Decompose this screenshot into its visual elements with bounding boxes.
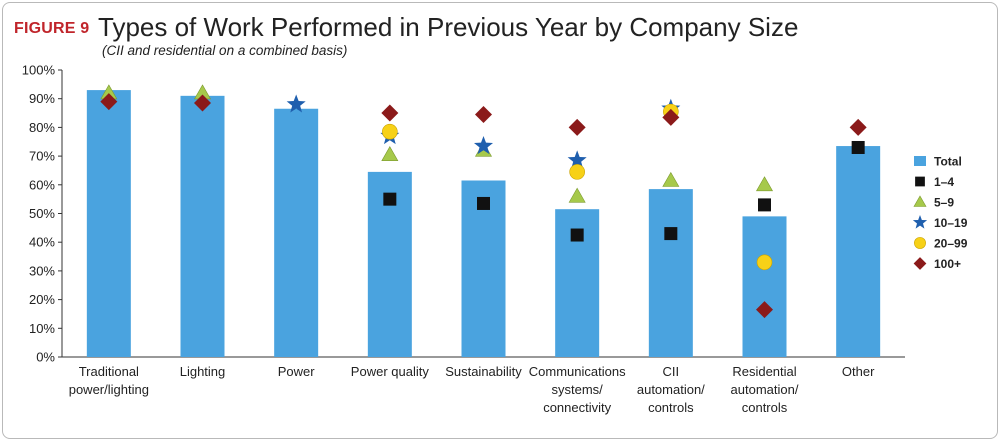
legend-swatch [913,257,927,270]
marker-square-1-4 [383,192,397,206]
marker-diamond-100plus [381,104,399,122]
legend-label: 10–19 [934,216,968,230]
bar-total [742,216,787,357]
y-tick-label: 0% [36,350,55,365]
y-tick-label: 30% [29,263,55,278]
marker-square-1-4 [851,140,865,154]
legend-label: 1–4 [934,175,954,189]
bar-total [180,95,225,357]
marker-star-10-19 [567,150,587,169]
marker-triangle-5-9 [662,171,680,187]
markers [100,84,867,319]
y-tick-label: 100% [22,63,56,78]
bar-total [86,90,131,357]
chart-title: Types of Work Performed in Previous Year… [98,12,799,42]
bar-total [648,189,693,357]
marker-diamond-100plus [194,94,211,112]
x-category-label: Sustainability [445,364,522,379]
x-category-label: controls [742,400,788,415]
x-category-label: Traditional [79,364,139,379]
legend-swatch [914,237,926,249]
marker-triangle-5-9 [755,176,774,192]
y-tick-label: 70% [29,149,55,164]
legend-swatch [913,195,927,207]
x-category-label: CII [663,364,680,379]
y-tick-label: 60% [29,177,55,192]
y-tick-label: 80% [29,120,55,135]
bar-total [836,146,881,357]
marker-square-1-4 [477,196,490,210]
x-category-label: Lighting [180,364,226,379]
marker-star-10-19 [286,94,306,113]
legend-label: 100+ [934,257,961,271]
bar-total [274,108,319,358]
legend-label: 20–99 [934,237,968,251]
x-category-label: connectivity [543,400,611,415]
marker-circle-20-99 [382,123,398,140]
marker-diamond-100plus [662,108,680,126]
x-category-label: systems/ [552,382,604,397]
marker-diamond-100plus [568,118,586,136]
marker-square-1-4 [758,198,771,212]
legend: Total 1–4 5–9 10–19 20–99 100+ [912,155,968,271]
legend-swatch [912,215,928,229]
y-tick-label: 40% [29,235,55,250]
x-category-label: Communications [529,364,626,379]
x-category-label: automation/ [731,382,799,397]
legend-swatch [914,156,926,166]
marker-circle-20-99 [569,164,585,180]
y-tick-label: 50% [29,206,55,221]
marker-triangle-5-9 [568,187,586,203]
x-category-label: Power quality [351,364,430,379]
marker-triangle-5-9 [381,146,399,161]
x-category-label: Residential [732,364,796,379]
marker-diamond-100plus [849,118,867,136]
marker-diamond-100plus [100,93,118,111]
y-tick-label: 10% [29,321,55,336]
legend-label: Total [934,155,962,169]
legend-swatch [915,176,925,187]
x-category-label: automation/ [637,382,705,397]
marker-square-1-4 [570,228,584,242]
marker-square-1-4 [664,227,678,241]
x-category-label: Power [278,364,316,379]
marker-diamond-100plus [756,301,773,319]
marker-diamond-100plus [475,105,492,123]
marker-star-10-19 [473,136,494,155]
x-category-label: controls [648,400,694,415]
bars [86,90,881,358]
marker-circle-20-99 [756,254,773,271]
legend-label: 5–9 [934,196,954,210]
x-category-label: power/lighting [69,382,149,397]
y-tick-label: 20% [29,292,55,307]
x-axis-labels: Traditional power/lighting Lighting Power Po… [69,364,875,415]
x-category-label: Other [842,364,875,379]
y-tick-label: 90% [29,91,55,106]
chart-subtitle: (CII and residential on a combined basis… [102,43,348,58]
figure-label: FIGURE 9 [14,20,90,37]
